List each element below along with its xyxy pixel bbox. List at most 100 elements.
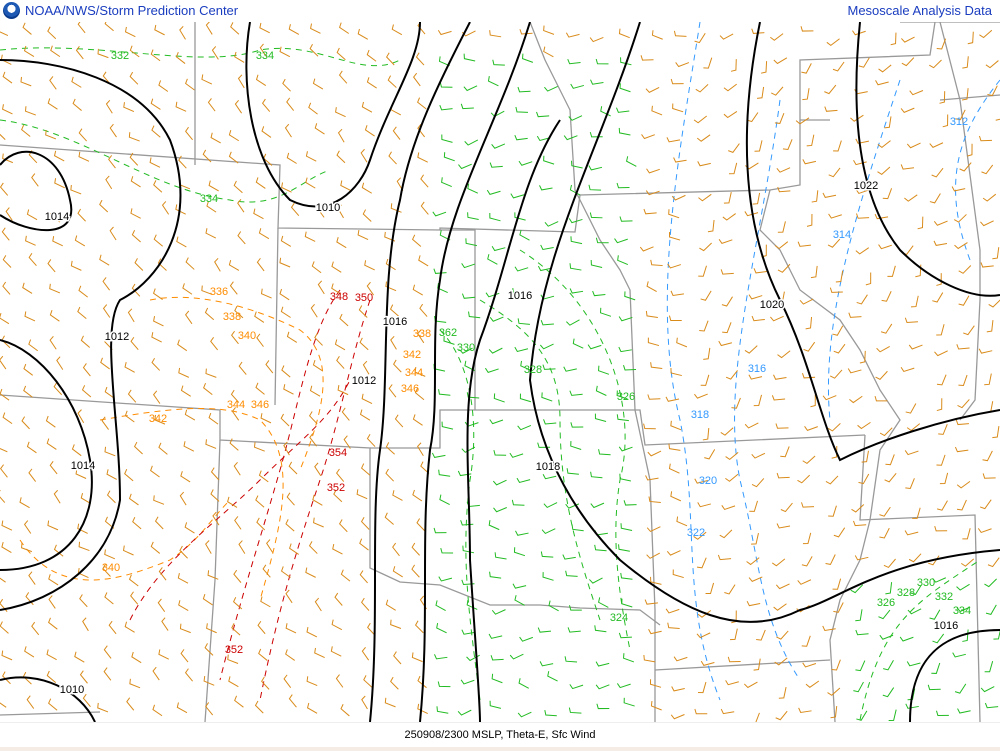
- wind-barb: [102, 304, 111, 318]
- wind-barb: [751, 452, 766, 459]
- wind-barb: [699, 320, 709, 332]
- wind-barb: [487, 76, 499, 87]
- wind-barb: [312, 78, 324, 90]
- wind-barb: [417, 329, 425, 344]
- wind-barb: [47, 26, 57, 40]
- wind-barb: [853, 520, 867, 527]
- wind-barb: [417, 97, 427, 110]
- wind-barb: [939, 91, 946, 104]
- wind-barb: [936, 324, 945, 336]
- wind-barb: [598, 365, 610, 375]
- wind-barb: [770, 33, 784, 41]
- theta-e-label: 314: [833, 229, 851, 241]
- wind-barb: [154, 414, 166, 425]
- wind-barb: [286, 492, 295, 506]
- wind-barb: [936, 374, 947, 386]
- wind-barb: [569, 263, 582, 271]
- wind-barb: [938, 424, 948, 435]
- wind-barb: [77, 22, 86, 34]
- wind-barb: [108, 155, 116, 169]
- wind-barb: [362, 209, 372, 222]
- wind-barb: [589, 212, 603, 219]
- wind-barb: [901, 36, 915, 43]
- wind-barb: [412, 72, 421, 87]
- wind-barb: [671, 686, 685, 692]
- wind-barb: [305, 567, 316, 578]
- wind-barb: [129, 678, 141, 689]
- wind-barb: [694, 393, 708, 399]
- wind-barb: [79, 594, 88, 608]
- wind-barb: [666, 137, 681, 143]
- wind-barb: [258, 648, 268, 661]
- wind-barb: [124, 469, 134, 482]
- wind-barb: [437, 681, 451, 688]
- wind-barb: [184, 668, 193, 682]
- wind-barb: [488, 347, 503, 354]
- theta-e-label: 326: [877, 597, 895, 609]
- wind-barb: [958, 374, 968, 386]
- wind-barb: [900, 366, 915, 373]
- wind-barb: [590, 259, 603, 268]
- wind-barb: [411, 564, 420, 578]
- wind-barb: [984, 578, 997, 588]
- wind-barb: [184, 310, 193, 325]
- wind-barb: [393, 651, 402, 665]
- isobar-label: 1020: [760, 299, 784, 311]
- wind-barb: [262, 564, 271, 578]
- wind-barb: [933, 240, 948, 246]
- wind-barb: [0, 447, 8, 453]
- wind-barb: [489, 162, 503, 168]
- wind-barb: [150, 49, 161, 62]
- wind-barb: [833, 527, 846, 538]
- wind-barb: [28, 571, 36, 585]
- wind-barb: [461, 263, 476, 269]
- wind-barb: [700, 290, 712, 301]
- analysis-map: 1014 1012 1014 1010 1010 1012 1016 1016 1018 1020…: [0, 22, 1000, 722]
- wind-barb: [126, 697, 135, 711]
- wind-barb: [359, 409, 371, 421]
- wind-barb: [436, 706, 449, 714]
- wind-barb: [543, 419, 557, 425]
- wind-barb: [514, 135, 528, 141]
- wind-barb: [623, 697, 635, 707]
- wind-barb: [825, 554, 836, 565]
- wind-barb: [361, 101, 373, 113]
- wind-barb: [614, 238, 628, 244]
- wind-barb: [487, 254, 498, 265]
- wind-barb: [208, 180, 219, 192]
- wind-barb: [954, 446, 969, 453]
- wind-barb: [644, 599, 658, 605]
- wind-barb: [28, 468, 37, 482]
- wind-barb: [253, 208, 264, 220]
- wind-barb: [981, 164, 994, 175]
- wind-barb: [927, 684, 941, 691]
- wind-barb: [338, 519, 348, 533]
- wind-barb: [331, 619, 343, 631]
- wind-barb: [725, 680, 739, 686]
- wind-barb: [255, 382, 265, 395]
- wind-barb: [670, 78, 684, 85]
- wind-barb: [313, 517, 324, 528]
- wind-barb: [675, 62, 690, 68]
- wind-barb: [54, 178, 65, 189]
- wind-barb: [493, 507, 507, 513]
- theta-e-label: 328: [897, 587, 915, 599]
- wind-barb: [850, 114, 864, 122]
- wind-barb: [746, 600, 761, 607]
- wind-barb: [124, 410, 135, 423]
- wind-barb: [359, 570, 368, 584]
- wind-barb: [858, 57, 870, 68]
- wind-barb: [332, 543, 343, 555]
- wind-barb: [177, 339, 188, 352]
- wind-barb: [855, 609, 863, 622]
- wind-barb: [960, 558, 975, 567]
- wind-barb: [777, 186, 791, 193]
- isobar-label: 1022: [854, 180, 878, 192]
- wind-barb: [563, 135, 578, 141]
- wind-barb: [802, 455, 816, 465]
- wind-barb: [801, 502, 815, 508]
- wind-barb: [718, 340, 733, 347]
- wind-barb: [832, 325, 844, 336]
- wind-barb: [899, 636, 914, 642]
